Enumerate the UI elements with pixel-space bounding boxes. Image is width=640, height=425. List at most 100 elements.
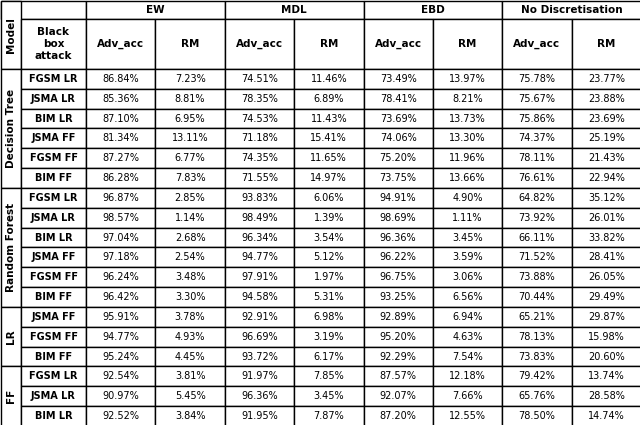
Text: 11.43%: 11.43% <box>310 113 347 124</box>
Bar <box>572 247 640 267</box>
Text: 93.25%: 93.25% <box>380 292 417 302</box>
Text: 23.88%: 23.88% <box>588 94 625 104</box>
Bar <box>156 267 225 287</box>
Text: 5.12%: 5.12% <box>314 252 344 262</box>
Bar <box>502 347 572 366</box>
Bar <box>364 247 433 267</box>
Text: Adv_acc: Adv_acc <box>374 39 422 49</box>
Text: 23.77%: 23.77% <box>588 74 625 84</box>
Bar <box>225 327 294 347</box>
Bar <box>572 188 640 208</box>
Bar <box>364 69 433 89</box>
Bar <box>294 406 364 425</box>
Bar <box>86 1 225 19</box>
Bar <box>294 228 364 247</box>
Bar <box>86 307 156 327</box>
Bar <box>294 19 364 69</box>
Text: 2.54%: 2.54% <box>175 252 205 262</box>
Text: 14.74%: 14.74% <box>588 411 625 421</box>
Text: 11.96%: 11.96% <box>449 153 486 163</box>
Bar <box>433 307 502 327</box>
Bar <box>1 1 21 69</box>
Bar <box>572 347 640 366</box>
Text: 5.45%: 5.45% <box>175 391 205 401</box>
Bar <box>502 307 572 327</box>
Bar <box>294 69 364 89</box>
Bar <box>433 287 502 307</box>
Text: 13.73%: 13.73% <box>449 113 486 124</box>
Text: 6.17%: 6.17% <box>314 351 344 362</box>
Bar <box>364 366 433 386</box>
Bar <box>225 307 294 327</box>
Bar <box>502 247 572 267</box>
Text: FGSM FF: FGSM FF <box>29 332 77 342</box>
Text: 96.75%: 96.75% <box>380 272 417 282</box>
Bar <box>86 128 156 148</box>
Text: 96.69%: 96.69% <box>241 332 278 342</box>
Text: 3.19%: 3.19% <box>314 332 344 342</box>
Text: FGSM FF: FGSM FF <box>29 272 77 282</box>
Bar <box>364 128 433 148</box>
Text: FGSM LR: FGSM LR <box>29 371 77 381</box>
Text: 26.01%: 26.01% <box>588 213 625 223</box>
Text: 65.21%: 65.21% <box>518 312 556 322</box>
Bar <box>21 247 86 267</box>
Bar <box>86 188 156 208</box>
Bar <box>433 386 502 406</box>
Text: 6.77%: 6.77% <box>175 153 205 163</box>
Bar <box>225 1 364 19</box>
Text: RM: RM <box>181 39 199 49</box>
Text: 85.36%: 85.36% <box>102 94 139 104</box>
Bar <box>572 287 640 307</box>
Text: JSMA LR: JSMA LR <box>31 213 76 223</box>
Text: 1.39%: 1.39% <box>314 213 344 223</box>
Text: 3.45%: 3.45% <box>314 391 344 401</box>
Text: 73.75%: 73.75% <box>380 173 417 183</box>
Text: 74.37%: 74.37% <box>518 133 556 143</box>
Text: 5.31%: 5.31% <box>314 292 344 302</box>
Text: 92.29%: 92.29% <box>380 351 417 362</box>
Text: 3.30%: 3.30% <box>175 292 205 302</box>
Bar <box>433 347 502 366</box>
Text: 4.93%: 4.93% <box>175 332 205 342</box>
Bar <box>225 267 294 287</box>
Text: 7.87%: 7.87% <box>314 411 344 421</box>
Bar <box>225 89 294 109</box>
Bar <box>86 168 156 188</box>
Bar <box>502 148 572 168</box>
Text: BIM LR: BIM LR <box>35 113 72 124</box>
Text: 14.97%: 14.97% <box>310 173 347 183</box>
Bar <box>156 347 225 366</box>
Bar <box>225 228 294 247</box>
Text: 71.52%: 71.52% <box>518 252 556 262</box>
Bar <box>294 109 364 128</box>
Text: 13.74%: 13.74% <box>588 371 625 381</box>
Bar <box>21 19 86 69</box>
Text: 3.78%: 3.78% <box>175 312 205 322</box>
Text: BIM FF: BIM FF <box>35 292 72 302</box>
Text: 96.36%: 96.36% <box>380 232 417 243</box>
Bar <box>156 327 225 347</box>
Bar <box>572 327 640 347</box>
Bar <box>225 188 294 208</box>
Text: 28.58%: 28.58% <box>588 391 625 401</box>
Text: BIM FF: BIM FF <box>35 351 72 362</box>
Bar <box>433 168 502 188</box>
Bar <box>572 386 640 406</box>
Text: BIM LR: BIM LR <box>35 232 72 243</box>
Bar <box>294 307 364 327</box>
Text: 78.41%: 78.41% <box>380 94 417 104</box>
Bar <box>21 89 86 109</box>
Text: 97.91%: 97.91% <box>241 272 278 282</box>
Bar <box>502 89 572 109</box>
Text: 91.97%: 91.97% <box>241 371 278 381</box>
Bar <box>572 69 640 89</box>
Text: 8.21%: 8.21% <box>452 94 483 104</box>
Bar <box>294 128 364 148</box>
Text: 6.94%: 6.94% <box>452 312 483 322</box>
Bar <box>225 347 294 366</box>
Bar <box>156 386 225 406</box>
Bar <box>502 128 572 148</box>
Text: FGSM FF: FGSM FF <box>29 153 77 163</box>
Text: 73.88%: 73.88% <box>518 272 556 282</box>
